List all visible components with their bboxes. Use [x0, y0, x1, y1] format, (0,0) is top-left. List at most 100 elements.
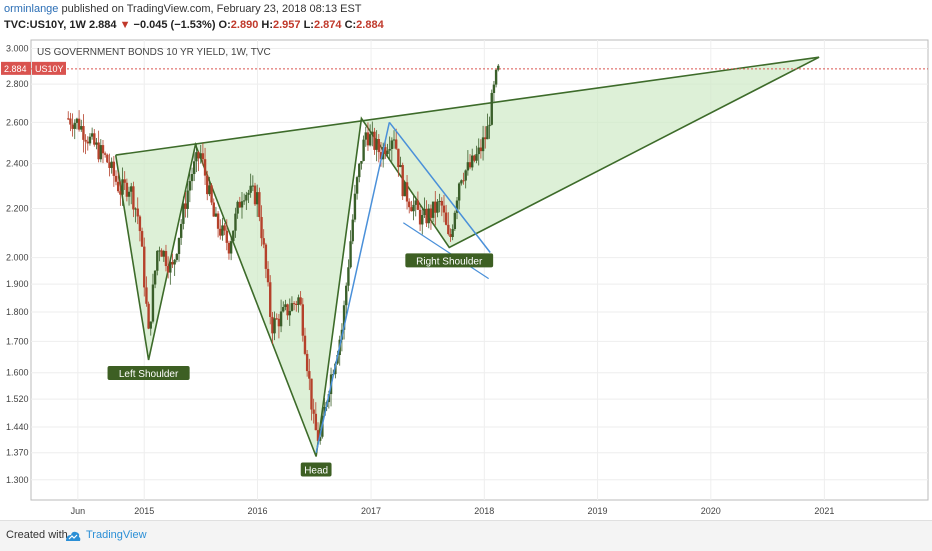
candle-body — [397, 148, 400, 168]
candle-body — [494, 69, 498, 85]
candle-body — [188, 181, 192, 191]
author-link[interactable]: orminlange — [4, 3, 59, 15]
y-tick-label: 2.000 — [6, 253, 29, 263]
candle-body — [473, 155, 476, 161]
candle-body — [384, 147, 387, 154]
candle-body — [279, 311, 283, 327]
candle-body — [416, 200, 420, 210]
y-tick-label: 1.520 — [6, 394, 29, 404]
candle-body — [255, 192, 259, 205]
y-tick-label: 2.200 — [6, 203, 29, 213]
candle-body — [484, 137, 487, 140]
candle-body — [234, 213, 237, 231]
trendline-lower — [402, 222, 489, 280]
candle-body — [236, 201, 239, 214]
candle-body — [277, 318, 281, 327]
tradingview-link[interactable]: TradingView — [86, 529, 147, 541]
candle-body — [80, 126, 83, 130]
y-tick-label: 2.800 — [6, 79, 29, 89]
candle-body — [414, 200, 417, 205]
symbol-badge — [32, 61, 66, 75]
candle-body — [216, 213, 220, 229]
candle-body — [119, 191, 122, 195]
head-label: Head — [304, 466, 328, 477]
candle-body — [316, 430, 320, 441]
candle-body — [69, 118, 72, 125]
right-shoulder-label: Right Shoulder — [416, 256, 483, 267]
yield-chart[interactable]: 3.000 2.800 2.600 2.400 2.200 2.000 1.900 1.800… — [0, 0, 932, 520]
candle-body — [151, 284, 155, 322]
candle-body — [451, 228, 454, 237]
x-tick-label: 2021 — [814, 506, 834, 516]
candle-body — [166, 266, 170, 273]
candle-body — [203, 159, 207, 176]
candle-body — [247, 192, 250, 195]
candle-body — [377, 138, 381, 153]
y-tick-label: 1.600 — [6, 368, 29, 378]
candle-body — [97, 142, 100, 160]
y-tick-label: 1.900 — [6, 279, 29, 289]
candle-body — [292, 303, 296, 305]
x-tick-label: 2020 — [701, 506, 721, 516]
chart-header: orminlange published on TradingView.com,… — [0, 0, 932, 36]
candle-body — [442, 205, 446, 213]
candle-body — [93, 133, 96, 145]
candle-body — [379, 152, 383, 160]
candle-body — [90, 133, 94, 137]
y-tick-label: 2.600 — [6, 117, 29, 127]
chart-title: US GOVERNMENT BONDS 10 YR YIELD, 1W, TVC — [37, 47, 271, 58]
candle-body — [288, 310, 291, 316]
candle-body — [77, 118, 81, 130]
candle-body — [123, 179, 126, 183]
candle-body — [73, 122, 76, 129]
candle-body — [457, 183, 461, 201]
candle-body — [436, 201, 439, 213]
candle-body — [103, 153, 107, 155]
candle-body — [401, 165, 404, 197]
candle-body — [475, 154, 478, 161]
candle-body — [364, 132, 367, 140]
candle-body — [132, 186, 135, 210]
candle-body — [323, 406, 326, 416]
candle-body — [303, 335, 307, 354]
candle-body — [169, 261, 172, 273]
candle-body — [447, 224, 450, 235]
last-price-label: 2.884 — [4, 64, 27, 74]
candle-body — [410, 207, 413, 212]
candle-body — [275, 318, 278, 320]
candle-body — [464, 170, 467, 181]
x-tick-label: Jun — [71, 506, 86, 516]
footer-bar: Created with TradingView — [0, 520, 932, 551]
candle-body — [84, 139, 87, 142]
candle-body — [158, 250, 161, 252]
candle-body — [312, 409, 315, 414]
candle-body — [190, 174, 194, 182]
candle-body — [314, 413, 318, 431]
candle-body — [368, 134, 372, 146]
candle-body — [408, 201, 411, 208]
candle-body — [490, 92, 493, 125]
candle-body — [206, 175, 209, 195]
candle-body — [212, 202, 215, 217]
candle-body — [75, 118, 79, 123]
candle-body — [355, 177, 359, 194]
candle-body — [375, 138, 378, 150]
candle-body — [82, 126, 85, 140]
candle-body — [266, 268, 270, 283]
candle-body — [371, 131, 374, 135]
candle-body — [238, 201, 242, 208]
last-price-badge — [1, 61, 31, 75]
right-shoulder-label-bg — [405, 253, 494, 268]
candle-body — [305, 353, 309, 372]
candle-body — [299, 297, 302, 305]
open-value: 2.890 — [230, 19, 259, 31]
candle-body — [286, 304, 289, 316]
close-label: C: — [344, 19, 357, 31]
candle-body — [429, 208, 433, 218]
change-value: −0.045 (−1.53%) — [133, 19, 216, 31]
candle-body — [175, 253, 179, 260]
symbol-badge-label: US10Y — [35, 64, 64, 74]
candle-body — [455, 200, 459, 213]
candle-body — [227, 242, 231, 254]
y-tick-label: 1.440 — [6, 422, 29, 432]
